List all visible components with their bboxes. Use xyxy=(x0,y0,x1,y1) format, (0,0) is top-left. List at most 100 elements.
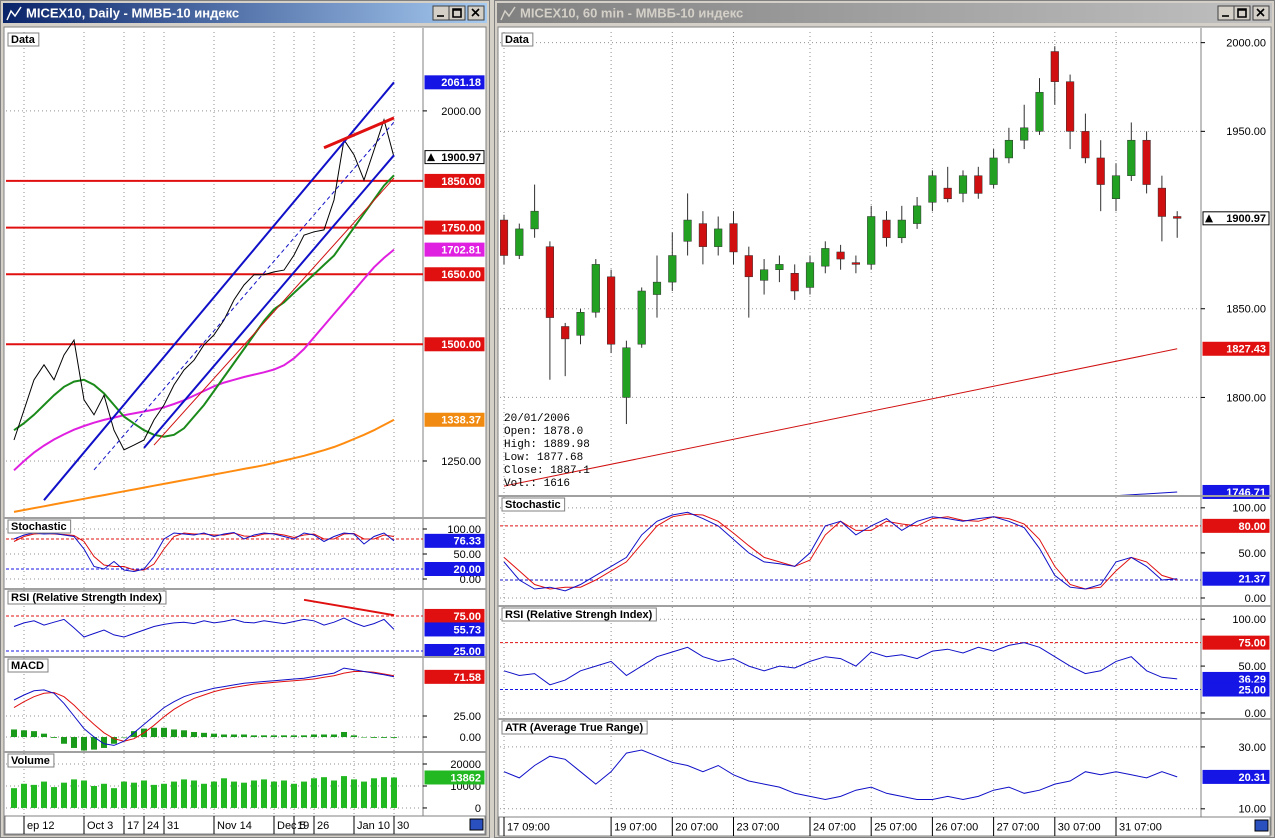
candle-body xyxy=(1111,175,1121,200)
ohlc-info: Close: 1887.1 xyxy=(504,465,590,477)
bar xyxy=(231,781,237,808)
candle-body xyxy=(974,175,983,194)
corner-icon[interactable] xyxy=(1254,819,1269,832)
bar xyxy=(101,783,107,808)
pane-label-text: RSI (Relative Strengh Index) xyxy=(505,609,653,621)
bar xyxy=(161,727,167,738)
bar xyxy=(351,779,357,808)
price-marker-label: 75.00 xyxy=(1238,638,1266,650)
price-marker-box xyxy=(1202,211,1270,226)
bar xyxy=(121,737,127,738)
price-marker-box xyxy=(424,622,485,637)
button-glyph[interactable] xyxy=(1237,8,1247,18)
ohlc-info: Vol.: 1616 xyxy=(504,478,570,490)
bar xyxy=(241,782,247,808)
button-face[interactable] xyxy=(448,5,466,21)
trend-line xyxy=(303,598,395,617)
close-button[interactable] xyxy=(467,5,485,21)
bar xyxy=(371,737,377,738)
button-face[interactable] xyxy=(432,5,450,21)
button-glyph[interactable] xyxy=(471,8,480,17)
x-tick-label: ep 12 xyxy=(27,820,55,832)
minimize-button[interactable] xyxy=(1217,5,1235,21)
price-marker: 1827.43 xyxy=(1202,341,1270,356)
candle-body xyxy=(652,281,662,295)
y-tick-label: 0.00 xyxy=(1245,708,1266,720)
maximize-button[interactable] xyxy=(448,5,466,21)
price-marker-label: 1750.00 xyxy=(441,222,481,234)
indicator-line xyxy=(13,248,395,472)
price-marker-label: 1650.00 xyxy=(441,269,481,281)
client-area xyxy=(3,26,487,836)
button-glyph[interactable] xyxy=(452,8,462,18)
pane-label-text: Stochastic xyxy=(11,521,67,533)
button-face[interactable] xyxy=(1233,5,1251,21)
indicator-line xyxy=(13,174,395,438)
candle-body xyxy=(591,264,600,313)
chart-pane: 100.00 50.00 0.00 80.00 21.37 Stochastic xyxy=(498,495,1271,607)
y-tick-label: 2000.00 xyxy=(1226,38,1266,50)
price-marker-box xyxy=(424,533,485,548)
x-tick-label: 19 xyxy=(297,820,309,832)
candle-body xyxy=(637,290,646,345)
candle-body xyxy=(1035,92,1044,132)
price-marker: 25.00 xyxy=(1202,682,1270,697)
price-marker-label: 1746.71 xyxy=(1226,487,1266,499)
chart-pane: 30.00 10.00 20.31 ATR (Average True Range) xyxy=(498,718,1271,816)
bar xyxy=(31,731,37,738)
bar xyxy=(201,783,207,808)
price-marker: 1650.00 xyxy=(424,267,485,282)
bar xyxy=(301,735,307,738)
candle-body xyxy=(821,248,830,267)
candle-body xyxy=(729,223,738,253)
bar xyxy=(131,782,137,808)
price-marker-label: 1850.00 xyxy=(441,176,481,188)
y-tick-label: 20000 xyxy=(450,759,481,771)
x-tick-label: Nov 14 xyxy=(217,820,252,832)
price-marker-box xyxy=(424,337,485,352)
candle-body xyxy=(500,219,509,256)
window-title: MICEX10, Daily - ММВБ-10 индекс xyxy=(26,5,239,20)
chart-pane: 100.00 50.00 0.00 76.33 20.00 Stochastic xyxy=(4,517,486,590)
bar xyxy=(161,783,167,808)
bar xyxy=(131,731,137,738)
plot-area xyxy=(500,497,1201,607)
corner-icon[interactable] xyxy=(469,818,484,831)
pane-label-text: Stochastic xyxy=(505,499,561,511)
bar xyxy=(51,737,57,738)
y-tick-label: 0.00 xyxy=(460,574,481,586)
bar xyxy=(321,734,327,738)
button-face[interactable] xyxy=(1217,5,1235,21)
plot-area xyxy=(6,590,423,658)
plot-area xyxy=(6,753,423,815)
maximize-button[interactable] xyxy=(1233,5,1251,21)
chart-window: MICEX10, Daily - ММВБ-10 индекс 2000.00 12… xyxy=(0,0,490,838)
y-tick-label: 10.00 xyxy=(1238,804,1266,816)
bar xyxy=(71,779,77,808)
price-marker-label: 1338.37 xyxy=(441,415,481,427)
plot-area xyxy=(6,32,423,517)
price-marker-box xyxy=(424,75,485,90)
minimize-button[interactable] xyxy=(432,5,450,21)
close-button[interactable] xyxy=(1252,5,1270,21)
x-tick-label: 25 07:00 xyxy=(874,821,917,833)
price-marker-box xyxy=(424,150,485,165)
candle-body xyxy=(515,228,524,256)
bar xyxy=(241,734,247,738)
button-glyph[interactable] xyxy=(1256,8,1265,17)
bar xyxy=(101,737,107,748)
price-marker: 1500.00 xyxy=(424,337,485,352)
price-marker: 1338.37 xyxy=(424,412,485,427)
indicator-line xyxy=(13,418,395,513)
price-marker: 1750.00 xyxy=(424,220,485,235)
price-marker-arrow xyxy=(1205,214,1213,223)
chart-window: MICEX10, 60 min - ММВБ-10 индекс 2000.00 1… xyxy=(494,0,1275,838)
pane-label: RSI (Relative Strength Index) xyxy=(7,590,167,605)
pane-separator xyxy=(4,517,486,519)
price-marker: 1850.00 xyxy=(424,173,485,188)
price-marker-box xyxy=(424,669,485,684)
candle-body xyxy=(790,273,799,292)
x-tick-label: Dec 5 xyxy=(277,820,306,832)
price-marker-label: 21.37 xyxy=(1238,574,1266,586)
